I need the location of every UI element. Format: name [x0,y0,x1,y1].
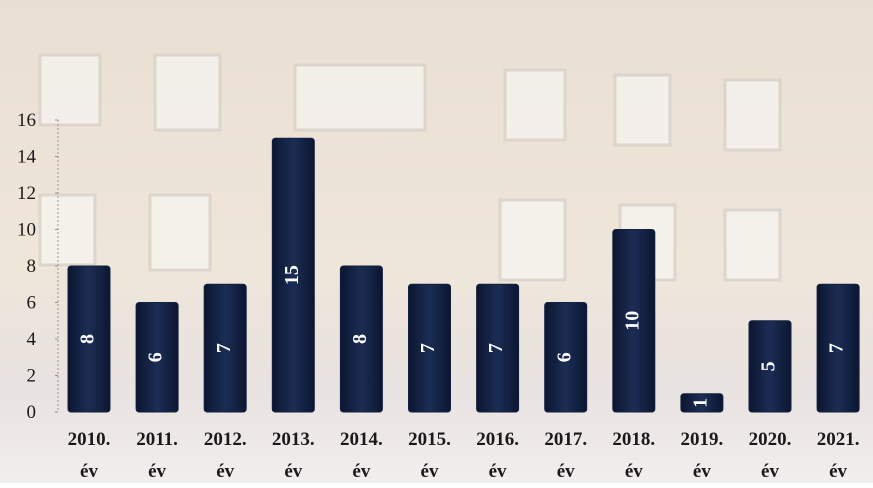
bar [203,283,247,413]
value-label: 7 [213,343,235,353]
x-tick-label: 2019. év [680,429,724,482]
y-tick-label: 8 [27,256,37,277]
value-label: 5 [758,361,780,371]
y-tick-label: 14 [17,147,37,168]
value-label: 6 [553,352,575,362]
bar [271,137,315,413]
bar [408,283,451,413]
value-label: 15 [281,265,303,285]
value-label: 7 [485,343,507,353]
bar [816,283,860,413]
bar [680,393,724,413]
x-tick-label: 2020. év [748,429,792,482]
x-tick-label: 2011. év [136,429,178,482]
background-windows [38,53,782,282]
bar [339,265,383,413]
value-label: 8 [349,334,371,344]
value-label: 6 [145,352,167,362]
bar [67,265,111,413]
y-tick-label: 4 [27,329,37,350]
x-tick-label: 2021. év [816,429,860,482]
x-tick-label: 2015. év [408,429,451,482]
y-tick-label: 6 [27,293,37,314]
bar [748,320,792,413]
x-tick-label: 2013. év [271,429,315,482]
x-tick-label: 2016. év [476,429,519,482]
x-tick-label: 2017. év [544,429,588,482]
value-label: 1 [689,398,711,408]
y-tick-label: 0 [27,402,37,423]
x-tick-label: 2014. év [340,429,383,482]
value-label: 7 [826,343,848,353]
bar [135,302,179,413]
y-tick-label: 16 [17,110,36,131]
x-tick-label: 2010. év [67,429,111,482]
y-tick-label: 12 [17,183,36,204]
value-label: 8 [77,334,99,344]
y-tick-label: 10 [17,220,36,241]
bar [612,229,656,413]
x-tick-label: 2012. év [203,429,247,482]
value-label: 10 [621,311,643,331]
y-tick-label: 2 [27,366,37,387]
bar [544,302,588,413]
x-tick-label: 2018. év [612,429,656,482]
value-label: 7 [417,343,439,353]
bar [476,283,520,413]
